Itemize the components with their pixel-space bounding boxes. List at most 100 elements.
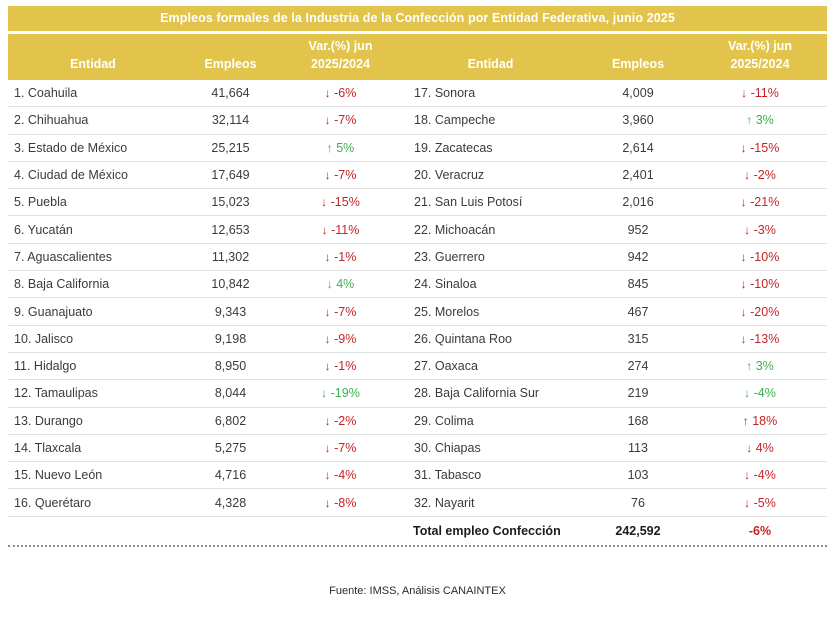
var-cell: ↓ -19% xyxy=(321,386,360,401)
var-cell: ↓ -2% xyxy=(324,413,357,428)
empleos-cell: 41,664 xyxy=(211,86,250,101)
table-row: 9. Guanajuato 9,343 ↓ -7% 25. Morelos 467 ↓ -… xyxy=(8,298,827,326)
empleos-cell: 17,649 xyxy=(211,168,250,183)
table-row: 3. Estado de México 25,215 ↑ 5% 19. Zacatec… xyxy=(8,135,827,162)
var-cell: ↓ -5% xyxy=(744,495,776,510)
entity-cell: 28. Baja California Sur xyxy=(414,386,540,401)
empleos-cell: 4,716 xyxy=(214,468,247,483)
entity-cell: 16. Querétaro xyxy=(14,495,92,510)
var-cell: ↓ -4% xyxy=(324,468,357,483)
empleos-cell: 113 xyxy=(628,441,648,455)
down-arrow-icon: ↓ xyxy=(740,249,747,264)
var-cell: ↑ 18% xyxy=(742,413,778,428)
total-empleos: 242,592 xyxy=(615,523,661,538)
var-cell: ↓ -6% xyxy=(324,86,357,101)
table-title: Empleos formales de la Industria de la C… xyxy=(8,6,827,31)
down-arrow-icon: ↓ xyxy=(324,331,331,346)
empleos-cell: 9,343 xyxy=(214,304,247,319)
table-row: 16. Querétaro 4,328 ↓ -8% 32. Nayarit 76 ↓ -5… xyxy=(8,489,827,517)
entity-cell: 9. Guanajuato xyxy=(14,304,93,319)
entity-cell: 30. Chiapas xyxy=(414,441,481,455)
table-row: 6. Yucatán 12,653 ↓ -11% 22. Michoacán 952 ↓ … xyxy=(8,216,827,244)
table-row: 2. Chihuahua 32,114 ↓ -7% 18. Campeche 3,960… xyxy=(8,107,827,135)
column-header-var-right-line2: 2025/2024 xyxy=(730,56,790,71)
var-cell: ↓ -7% xyxy=(324,168,357,183)
var-cell: ↑ 3% xyxy=(746,359,774,374)
entity-cell: 19. Zacatecas xyxy=(414,140,493,155)
dotted-divider xyxy=(8,544,827,547)
total-label: Total empleo Confección xyxy=(413,523,561,538)
entity-cell: 32. Nayarit xyxy=(414,495,475,510)
down-arrow-icon: ↓ xyxy=(324,168,331,183)
empleos-cell: 12,653 xyxy=(211,222,250,237)
entity-cell: 24. Sinaloa xyxy=(414,277,477,292)
column-header-var-left-line2: 2025/2024 xyxy=(310,56,371,71)
entity-cell: 2. Chihuahua xyxy=(14,113,89,128)
down-arrow-icon: ↓ xyxy=(744,168,751,183)
var-cell: ↓ -20% xyxy=(740,304,780,319)
var-cell: ↓ -8% xyxy=(324,495,357,510)
column-header-var-right: Var.(%) jun 2025/2024 xyxy=(693,37,827,73)
entity-cell: 25. Morelos xyxy=(414,304,480,319)
entity-cell: 10. Jalisco xyxy=(14,331,74,346)
entity-cell: 22. Michoacán xyxy=(414,222,496,237)
down-arrow-icon: ↓ xyxy=(324,441,331,455)
var-cell: ↓ -4% xyxy=(744,386,776,401)
column-header-empleos-left: Empleos xyxy=(204,56,257,71)
empleos-cell: 5,275 xyxy=(214,441,247,455)
table-row: 4. Ciudad de México 17,649 ↓ -7% 20. Veracr… xyxy=(8,162,827,190)
var-cell: ↓ -15% xyxy=(321,195,360,210)
var-cell: ↑ 3% xyxy=(746,113,774,128)
down-arrow-icon: ↓ xyxy=(740,277,747,292)
down-arrow-icon: ↓ xyxy=(744,386,751,401)
empleos-cell: 274 xyxy=(627,359,649,374)
entity-cell: 21. San Luis Potosí xyxy=(414,195,523,210)
entity-cell: 26. Quintana Roo xyxy=(414,331,512,346)
entity-cell: 6. Yucatán xyxy=(14,222,73,237)
var-cell: ↓ -7% xyxy=(324,304,357,319)
var-cell: ↓ -15% xyxy=(740,140,780,155)
column-header-entidad-left: Entidad xyxy=(70,56,116,71)
down-arrow-icon: ↓ xyxy=(321,222,328,237)
table-row: 1. Coahuila 41,664 ↓ -6% 17. Sonora 4,009 ↓ -… xyxy=(8,80,827,108)
empleos-cell: 2,401 xyxy=(622,168,654,183)
up-arrow-icon: ↑ xyxy=(742,413,749,428)
var-cell: ↓ -1% xyxy=(324,359,357,374)
down-arrow-icon: ↓ xyxy=(321,195,328,210)
down-arrow-icon: ↓ xyxy=(324,249,331,264)
down-arrow-icon: ↓ xyxy=(324,113,331,128)
total-var: -6% xyxy=(748,523,772,538)
column-header-empleos-right: Empleos xyxy=(611,56,665,71)
entity-cell: 27. Oaxaca xyxy=(414,359,478,374)
column-header-var-right-line1: Var.(%) jun xyxy=(728,38,792,53)
entity-cell: 31. Tabasco xyxy=(414,468,482,483)
var-cell: ↓ -2% xyxy=(744,168,776,183)
empleos-cell: 942 xyxy=(627,249,649,264)
down-arrow-icon: ↓ xyxy=(324,86,331,101)
table-row: 15. Nuevo León 4,716 ↓ -4% 31. Tabasco 103 ↓ … xyxy=(8,462,827,490)
empleos-cell: 10,842 xyxy=(211,277,250,292)
entity-cell: 11. Hidalgo xyxy=(14,359,77,374)
entity-cell: 7. Aguascalientes xyxy=(14,249,112,264)
empleos-cell: 315 xyxy=(627,331,649,346)
column-header-entidad-right: Entidad xyxy=(467,56,514,71)
entity-cell: 29. Colima xyxy=(414,413,474,428)
empleos-cell: 8,950 xyxy=(214,359,247,374)
empleos-cell: 845 xyxy=(627,277,649,292)
entity-cell: 12. Tamaulipas xyxy=(14,386,98,401)
down-arrow-icon: ↓ xyxy=(744,468,751,483)
var-cell: ↓ -3% xyxy=(744,222,776,237)
empleos-cell: 76 xyxy=(631,495,645,510)
var-cell: ↓ -21% xyxy=(740,195,780,210)
table-row: 13. Durango 6,802 ↓ -2% 29. Colima 168 ↑ 18% xyxy=(8,408,827,435)
empleos-cell: 9,198 xyxy=(214,331,247,346)
entity-cell: 15. Nuevo León xyxy=(14,468,103,483)
total-row: Total empleo Confección 242,592 -6% xyxy=(8,517,827,545)
var-cell: ↓ 4% xyxy=(326,277,355,292)
table-header-row: Entidad Empleos Var.(%) jun 2025/2024 En… xyxy=(8,34,827,80)
empleos-cell: 2,614 xyxy=(622,140,654,155)
table-row: 5. Puebla 15,023 ↓ -15% 21. San Luis Potosí… xyxy=(8,189,827,217)
var-cell: ↓ -10% xyxy=(740,277,780,292)
down-arrow-icon: ↓ xyxy=(746,441,753,455)
